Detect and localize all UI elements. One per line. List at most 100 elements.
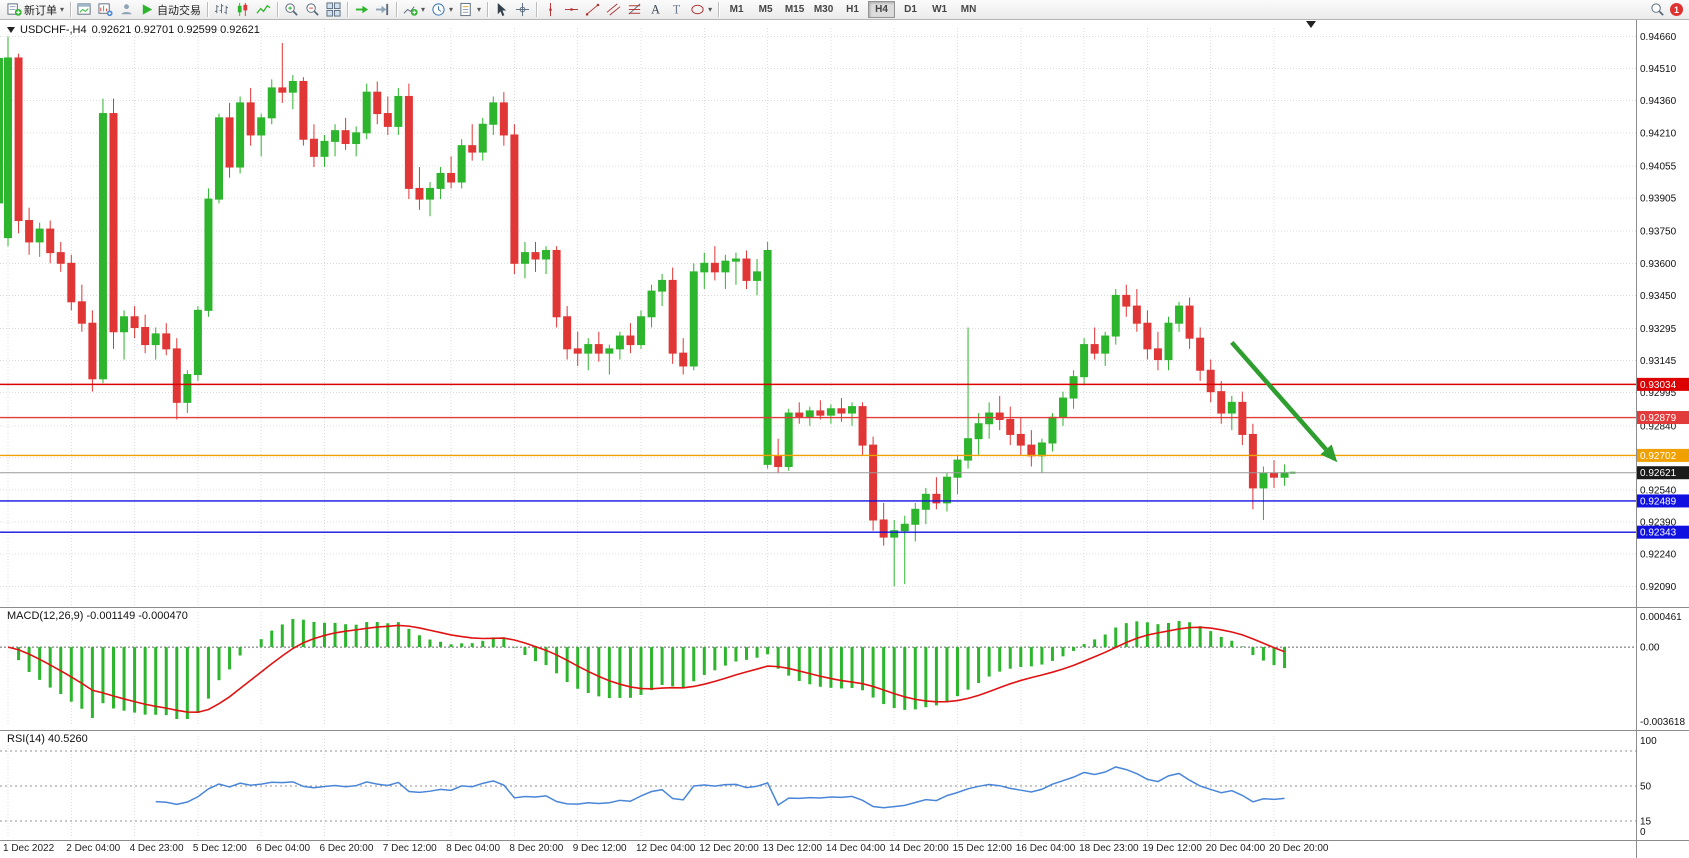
chevron-down-icon: ▾ <box>477 5 482 14</box>
profiles-button[interactable] <box>116 1 137 18</box>
candle <box>805 410 814 418</box>
shapes-icon <box>691 4 704 15</box>
auto-trading-button[interactable]: 自动交易 <box>137 1 204 18</box>
candle <box>1069 376 1078 399</box>
trendline-button[interactable] <box>582 1 603 18</box>
toolbar-separator <box>277 2 279 17</box>
candle <box>1090 344 1099 354</box>
indicators-button[interactable]: ▾ <box>400 1 428 18</box>
timeframe-m30-button[interactable]: M30 <box>813 4 834 15</box>
candle <box>1080 344 1089 378</box>
resistance-line-price-tag <box>1637 411 1689 425</box>
annotation-arrow-head <box>1320 444 1338 463</box>
timeframe-mn-button[interactable]: MN <box>960 4 977 15</box>
time-axis-label: 6 Dec 20:00 <box>320 843 374 854</box>
candle <box>1175 305 1184 324</box>
candle <box>584 344 593 354</box>
candle <box>215 117 223 200</box>
candle <box>626 335 635 346</box>
new-chart-button[interactable] <box>95 1 116 18</box>
timeframe-d1-button[interactable]: D1 <box>904 4 917 15</box>
candle <box>1217 391 1226 414</box>
bar-chart-button[interactable] <box>211 1 232 18</box>
candle <box>1280 472 1289 478</box>
time-axis-separator <box>0 840 1689 841</box>
timeframe-w1-button[interactable]: W1 <box>932 4 948 15</box>
notification-badge[interactable]: 1 <box>1670 3 1683 16</box>
svg-text:T: T <box>673 3 681 17</box>
cursor-button[interactable] <box>491 1 512 18</box>
auto-trading-label: 自动交易 <box>157 4 202 17</box>
chevron-down-icon: ▾ <box>60 5 65 14</box>
fibonacci-icon <box>628 3 641 15</box>
shapes-button[interactable]: ▾ <box>687 1 715 18</box>
label-button[interactable]: T <box>666 1 687 18</box>
candle <box>373 91 382 115</box>
candle <box>637 316 645 346</box>
candle <box>1132 305 1141 324</box>
tile-windows-button[interactable] <box>323 1 344 18</box>
candle <box>900 523 909 532</box>
candle <box>1238 401 1247 435</box>
text-button[interactable]: A <box>645 1 666 18</box>
label-icon: T <box>673 3 681 17</box>
candle <box>1016 433 1025 446</box>
templates-button[interactable]: ▾ <box>456 1 484 18</box>
chart-window-button[interactable] <box>74 1 95 18</box>
channel-button[interactable] <box>603 1 624 18</box>
candle <box>858 406 867 446</box>
candle <box>478 123 487 153</box>
candle <box>784 412 793 468</box>
templates-icon <box>460 2 471 17</box>
timeframe-m15-button[interactable]: M15 <box>784 4 805 15</box>
horizontal-line-button[interactable] <box>561 1 582 18</box>
chart-shift-marker-icon[interactable] <box>1306 21 1316 28</box>
tile-windows-icon <box>326 2 341 17</box>
rsi-panel-resize-handle[interactable] <box>0 730 1689 731</box>
toolbar-separator <box>396 2 398 17</box>
zoom-out-button[interactable] <box>302 1 323 18</box>
symbol-dropdown-icon[interactable] <box>7 27 15 33</box>
candle <box>1006 418 1015 435</box>
new-order-button[interactable]: 新订单 ▾ <box>4 1 67 18</box>
candle <box>383 113 392 127</box>
candle <box>98 113 107 380</box>
zoom-in-button[interactable] <box>281 1 302 18</box>
level-line-price-tag <box>1637 448 1689 462</box>
timeframe-m5-button[interactable]: M5 <box>758 4 773 15</box>
timeframe-m1-button[interactable]: M1 <box>729 4 744 15</box>
candle <box>921 493 930 510</box>
search-button[interactable] <box>1647 1 1668 18</box>
chart-canvas[interactable]: 0.94660 0.94510 0.94360 0.94210 0.94055 0.939… <box>0 20 1689 858</box>
vertical-line-button[interactable] <box>540 1 561 18</box>
candle <box>88 322 97 380</box>
candle <box>309 138 318 157</box>
fibonacci-button[interactable] <box>624 1 645 18</box>
rsi-value: 40.5260 <box>47 733 88 745</box>
line-chart-button[interactable] <box>253 1 274 18</box>
candle <box>520 252 529 264</box>
toolbar-separator <box>718 2 720 17</box>
timeframe-h4-button[interactable]: H4 <box>868 1 896 18</box>
crosshair-button[interactable] <box>512 1 533 18</box>
chart-shift-button[interactable] <box>372 1 393 18</box>
rsi-axis-label: 0 <box>1640 827 1646 838</box>
timeframe-h1-button[interactable]: H1 <box>846 4 859 15</box>
time-axis-label: 13 Dec 12:00 <box>763 843 823 854</box>
periods-button[interactable]: ▾ <box>428 1 456 18</box>
candle <box>193 309 202 376</box>
candle <box>436 172 445 189</box>
candle <box>1270 472 1278 478</box>
candle <box>563 316 572 350</box>
macd-panel-resize-handle[interactable] <box>0 607 1689 608</box>
annotation-arrow[interactable] <box>1230 340 1328 451</box>
channel-icon <box>606 3 621 16</box>
clipped-candle <box>0 57 3 204</box>
time-axis-label: 9 Dec 12:00 <box>573 843 627 854</box>
candle <box>77 301 86 324</box>
candle <box>151 333 160 346</box>
candlestick-chart-button[interactable] <box>232 1 253 18</box>
candle <box>1027 444 1036 457</box>
candle <box>120 316 129 333</box>
auto-scroll-button[interactable] <box>351 1 372 18</box>
